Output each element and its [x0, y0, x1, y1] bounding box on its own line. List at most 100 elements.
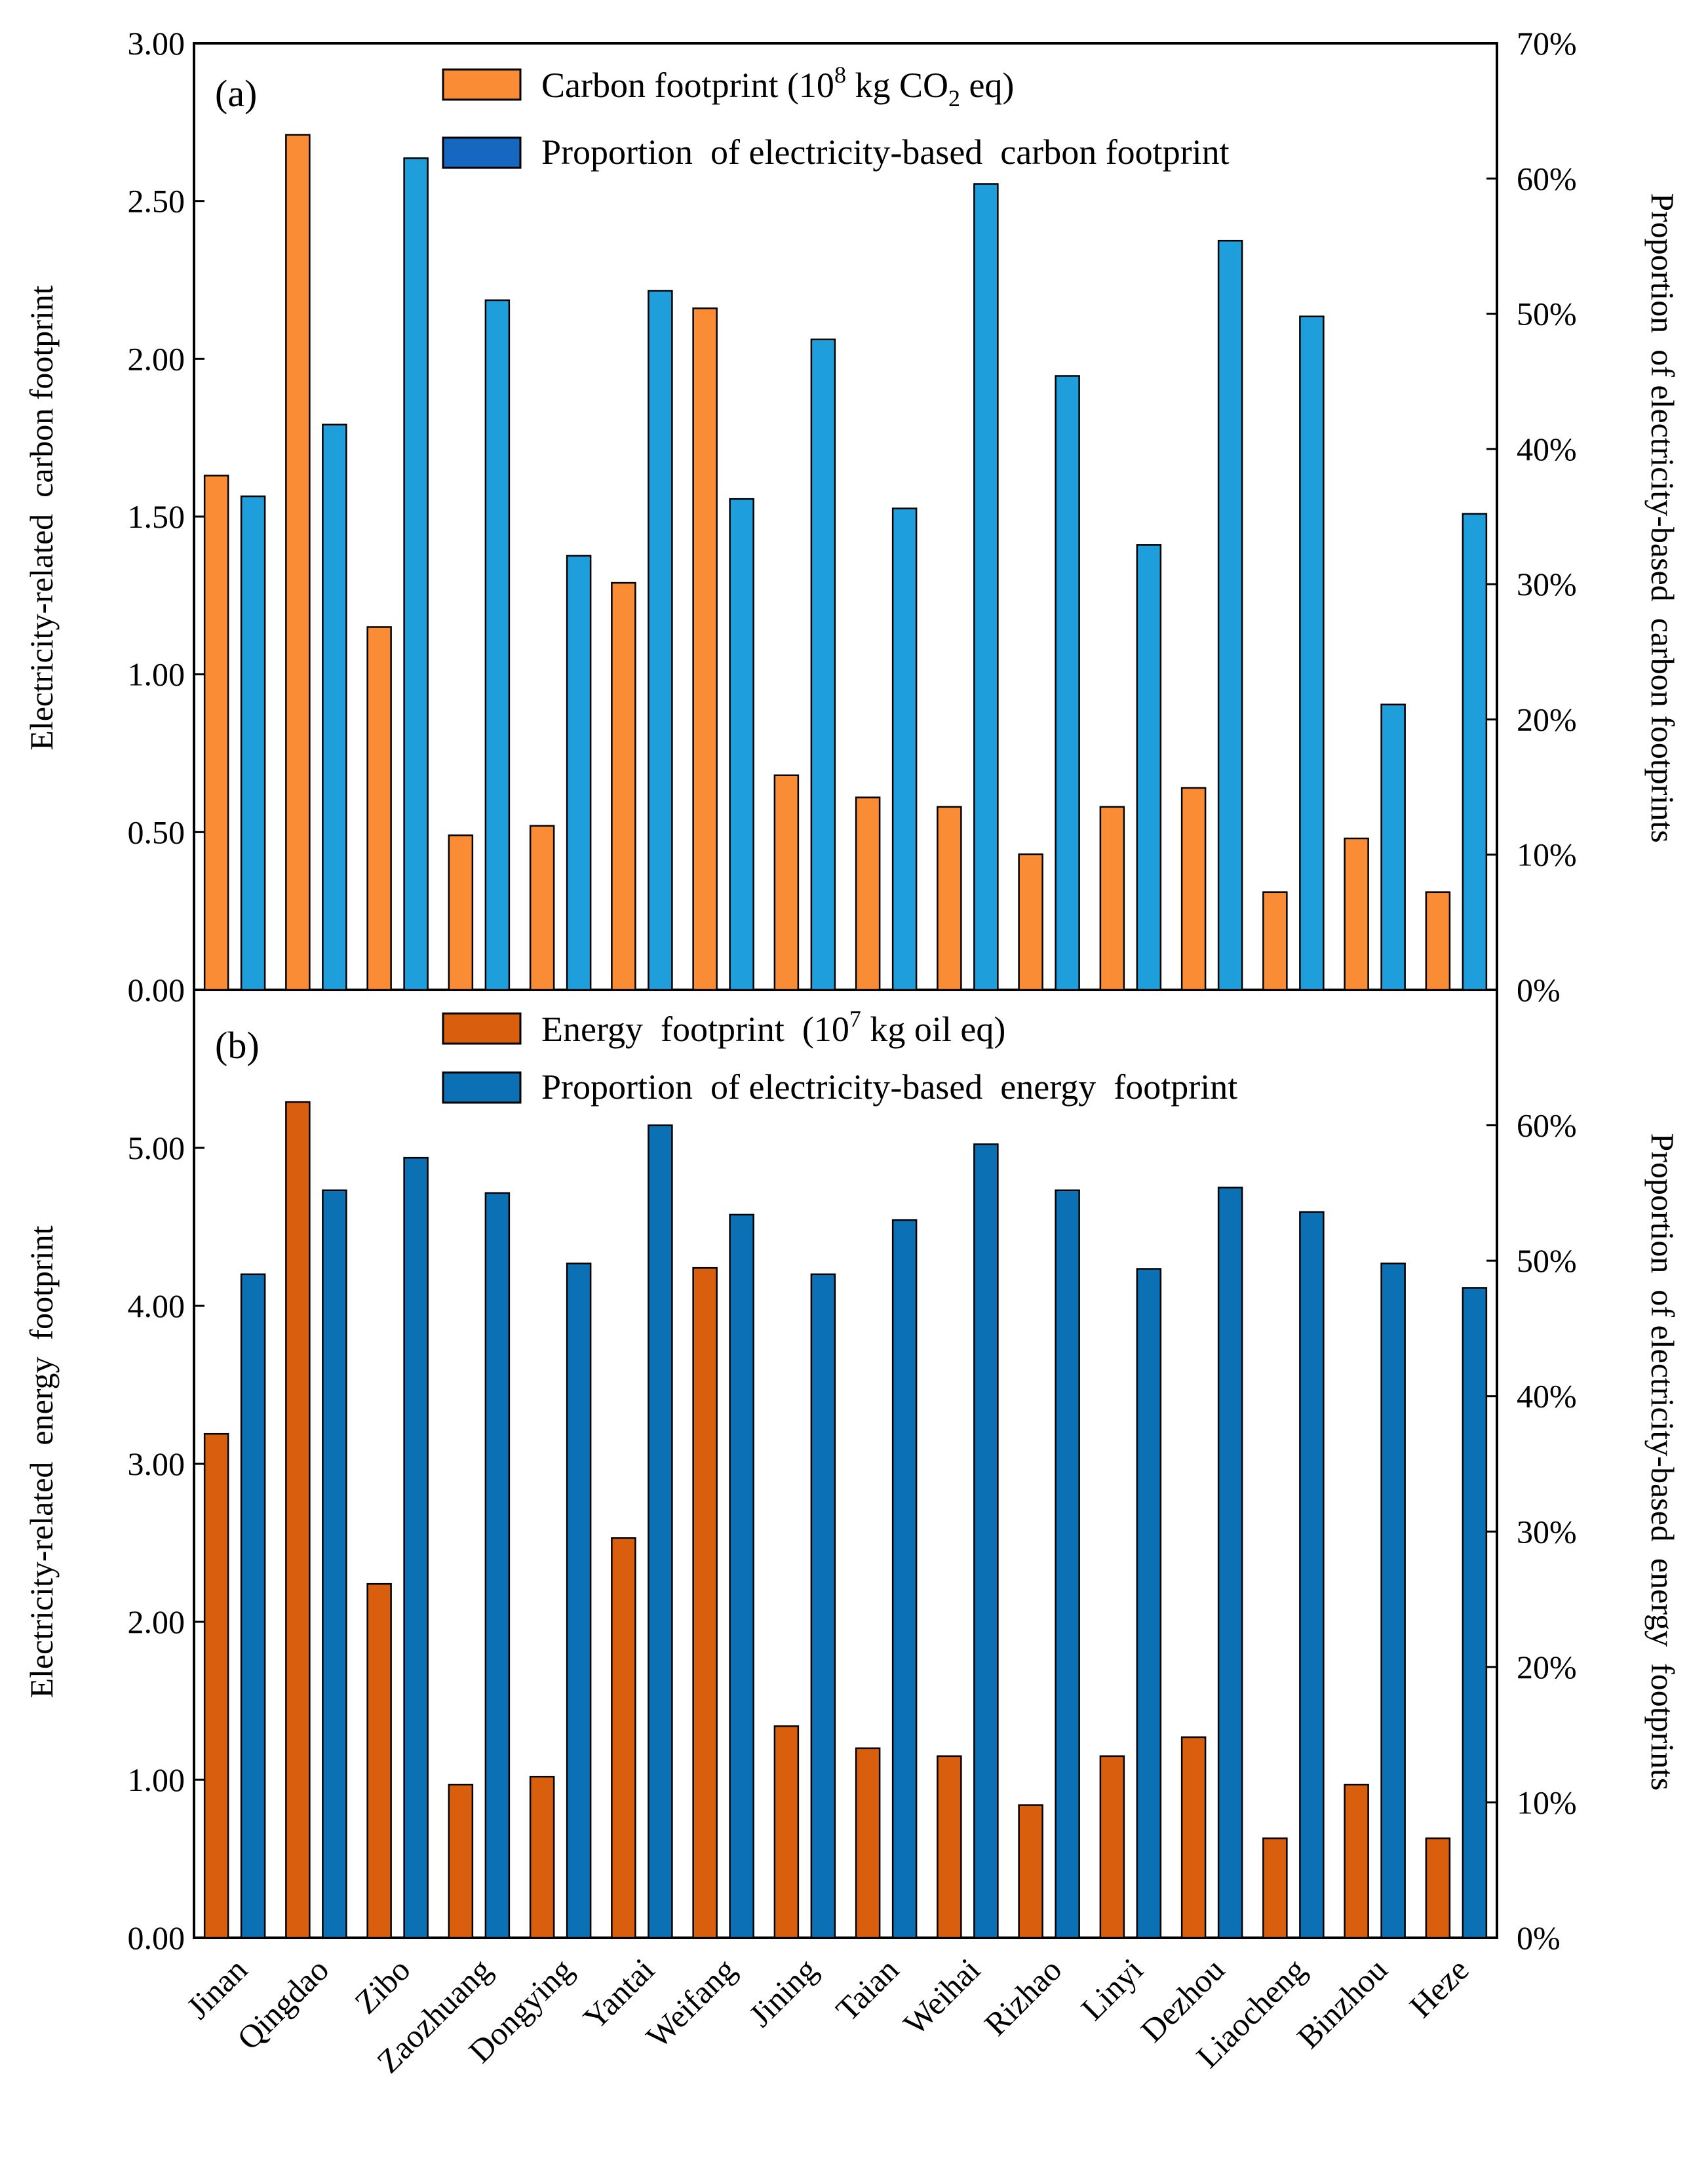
tick-label-left-b: 1.00 [128, 1761, 185, 1798]
panel-b-label: (b) [215, 1024, 260, 1067]
bar-a-footprint-dezhou [1180, 787, 1207, 991]
category-label-rizhao: Rizhao [977, 1951, 1069, 2043]
bar-a-footprint-weifang [692, 307, 718, 991]
tick-label-left-b: 4.00 [128, 1287, 185, 1324]
category-label-heze: Heze [1402, 1951, 1475, 2024]
bar-a-proportion-zibo [403, 157, 429, 991]
panel-a-left-axis-title: Electricity-related carbon footprint [23, 285, 60, 751]
panel-a-right-axis-title: Proportion of electricity-based carbon f… [1644, 193, 1681, 842]
bar-a-proportion-binzhou [1380, 703, 1406, 991]
bar-a-footprint-zaozhuang [448, 834, 474, 991]
category-label-weifang: Weifang [639, 1951, 743, 2054]
tick-label-right-a: 20% [1517, 701, 1577, 737]
tick-label-right-b: 30% [1517, 1513, 1577, 1550]
bar-b-proportion-jining [810, 1273, 836, 1939]
bar-b-proportion-heze [1462, 1287, 1488, 1939]
bar-b-proportion-rizhao [1055, 1189, 1080, 1939]
bar-a-footprint-jinan [203, 475, 229, 991]
bar-b-footprint-zaozhuang [448, 1783, 474, 1939]
legend-a-proportion-swatch [442, 136, 522, 169]
bar-a-footprint-yantai [611, 581, 636, 991]
tick-label-right-b: 10% [1517, 1784, 1577, 1820]
bar-b-proportion-zaozhuang [484, 1192, 511, 1939]
bar-a-proportion-jining [810, 338, 836, 991]
tick-label-right-a: 0% [1517, 972, 1561, 1008]
bar-b-footprint-binzhou [1344, 1783, 1369, 1939]
bar-b-footprint-taian [855, 1747, 881, 1939]
bar-b-proportion-taian [891, 1219, 918, 1939]
tick-label-right-b: 60% [1517, 1107, 1577, 1144]
bar-a-footprint-taian [855, 796, 881, 991]
category-label-weihai: Weihai [896, 1951, 987, 2042]
tick-label-right-b: 20% [1517, 1649, 1577, 1685]
bar-a-footprint-rizhao [1018, 853, 1043, 991]
bar-a-footprint-binzhou [1344, 837, 1369, 991]
bar-b-footprint-dongying [529, 1775, 555, 1939]
bar-a-footprint-heze [1425, 891, 1451, 991]
bar-b-proportion-yantai [648, 1124, 673, 1939]
bar-a-footprint-dongying [529, 825, 555, 991]
tick-label-right-b: 40% [1517, 1378, 1577, 1415]
legend-b-energy-label: Energy footprint (107 kg oil eq) [541, 1006, 1005, 1049]
bar-b-proportion-linyi [1136, 1268, 1162, 1939]
legend-b-proportion-label: Proportion of electricity-based energy f… [541, 1067, 1237, 1107]
tick-label-left-b: 3.00 [128, 1445, 185, 1482]
bar-b-proportion-liaocheng [1299, 1211, 1325, 1939]
bar-b-proportion-jinan [240, 1273, 266, 1939]
tick-label-left-a: 0.00 [128, 972, 185, 1008]
tick-label-right-a: 10% [1517, 836, 1577, 873]
bar-b-footprint-weihai [937, 1755, 962, 1939]
bar-b-footprint-zibo [366, 1582, 392, 1939]
bar-a-footprint-weihai [937, 806, 962, 991]
bar-b-proportion-dongying [566, 1263, 592, 1939]
bar-a-proportion-rizhao [1055, 375, 1080, 991]
bar-b-proportion-dezhou [1217, 1187, 1243, 1939]
tick-label-right-b: 50% [1517, 1242, 1577, 1279]
category-label-binzhou: Binzhou [1290, 1951, 1394, 2055]
legend-b-energy-swatch [442, 1012, 522, 1045]
tick-label-left-a: 3.00 [128, 25, 185, 62]
category-label-jining: Jining [742, 1951, 825, 2034]
tick-label-right-a: 60% [1517, 160, 1577, 197]
bar-a-proportion-heze [1462, 513, 1488, 991]
bar-a-footprint-jining [773, 774, 800, 991]
legend-a-proportion-label: Proportion of electricity-based carbon f… [541, 132, 1230, 172]
bar-b-footprint-rizhao [1018, 1804, 1043, 1939]
bar-a-proportion-dezhou [1217, 239, 1243, 991]
tick-label-right-a: 70% [1517, 25, 1577, 62]
bar-b-footprint-weifang [692, 1267, 718, 1939]
bar-b-footprint-liaocheng [1262, 1837, 1288, 1939]
ticks-layer: 0.00 0.50 1.00 1.50 2.00 2.50 3.00 0% 10% 20% 30% 4… [128, 25, 1577, 1956]
bar-b-footprint-heze [1425, 1837, 1451, 1939]
legend-a-carbon-label: Carbon footprint (108 kg CO2 eq) [541, 62, 1014, 111]
category-label-taian: Taian [828, 1951, 906, 2028]
tick-label-left-b: 5.00 [128, 1130, 185, 1166]
panel-a-label: (a) [215, 72, 257, 115]
bar-a-footprint-liaocheng [1262, 891, 1288, 991]
bar-b-footprint-yantai [611, 1537, 636, 1939]
bar-a-proportion-dongying [566, 555, 592, 991]
category-label-qingdao: Qingdao [230, 1951, 336, 2056]
bar-a-footprint-linyi [1099, 806, 1125, 991]
category-label-linyi: Linyi [1074, 1951, 1150, 2027]
bar-a-proportion-jinan [240, 495, 266, 991]
tick-label-right-a: 30% [1517, 566, 1577, 602]
bar-a-footprint-qingdao [285, 134, 311, 991]
bar-a-proportion-taian [891, 507, 918, 991]
bar-a-footprint-zibo [366, 626, 392, 991]
panel-b-right-axis-title: Proportion of electricity-based energy f… [1644, 1133, 1681, 1791]
category-label-zibo: Zibo [347, 1951, 417, 2020]
tick-label-left-b: 0.00 [128, 1919, 185, 1956]
bar-b-footprint-jinan [203, 1432, 229, 1939]
bar-b-proportion-weihai [973, 1143, 999, 1939]
tick-label-left-a: 2.00 [128, 340, 185, 377]
tick-label-right-b: 0% [1517, 1919, 1561, 1956]
bar-a-proportion-yantai [648, 290, 673, 991]
tick-label-left-a: 2.50 [128, 183, 185, 220]
bar-a-proportion-zaozhuang [484, 299, 511, 991]
bar-a-proportion-weihai [973, 183, 999, 991]
bar-a-proportion-liaocheng [1299, 315, 1325, 991]
bar-b-footprint-qingdao [285, 1101, 311, 1939]
